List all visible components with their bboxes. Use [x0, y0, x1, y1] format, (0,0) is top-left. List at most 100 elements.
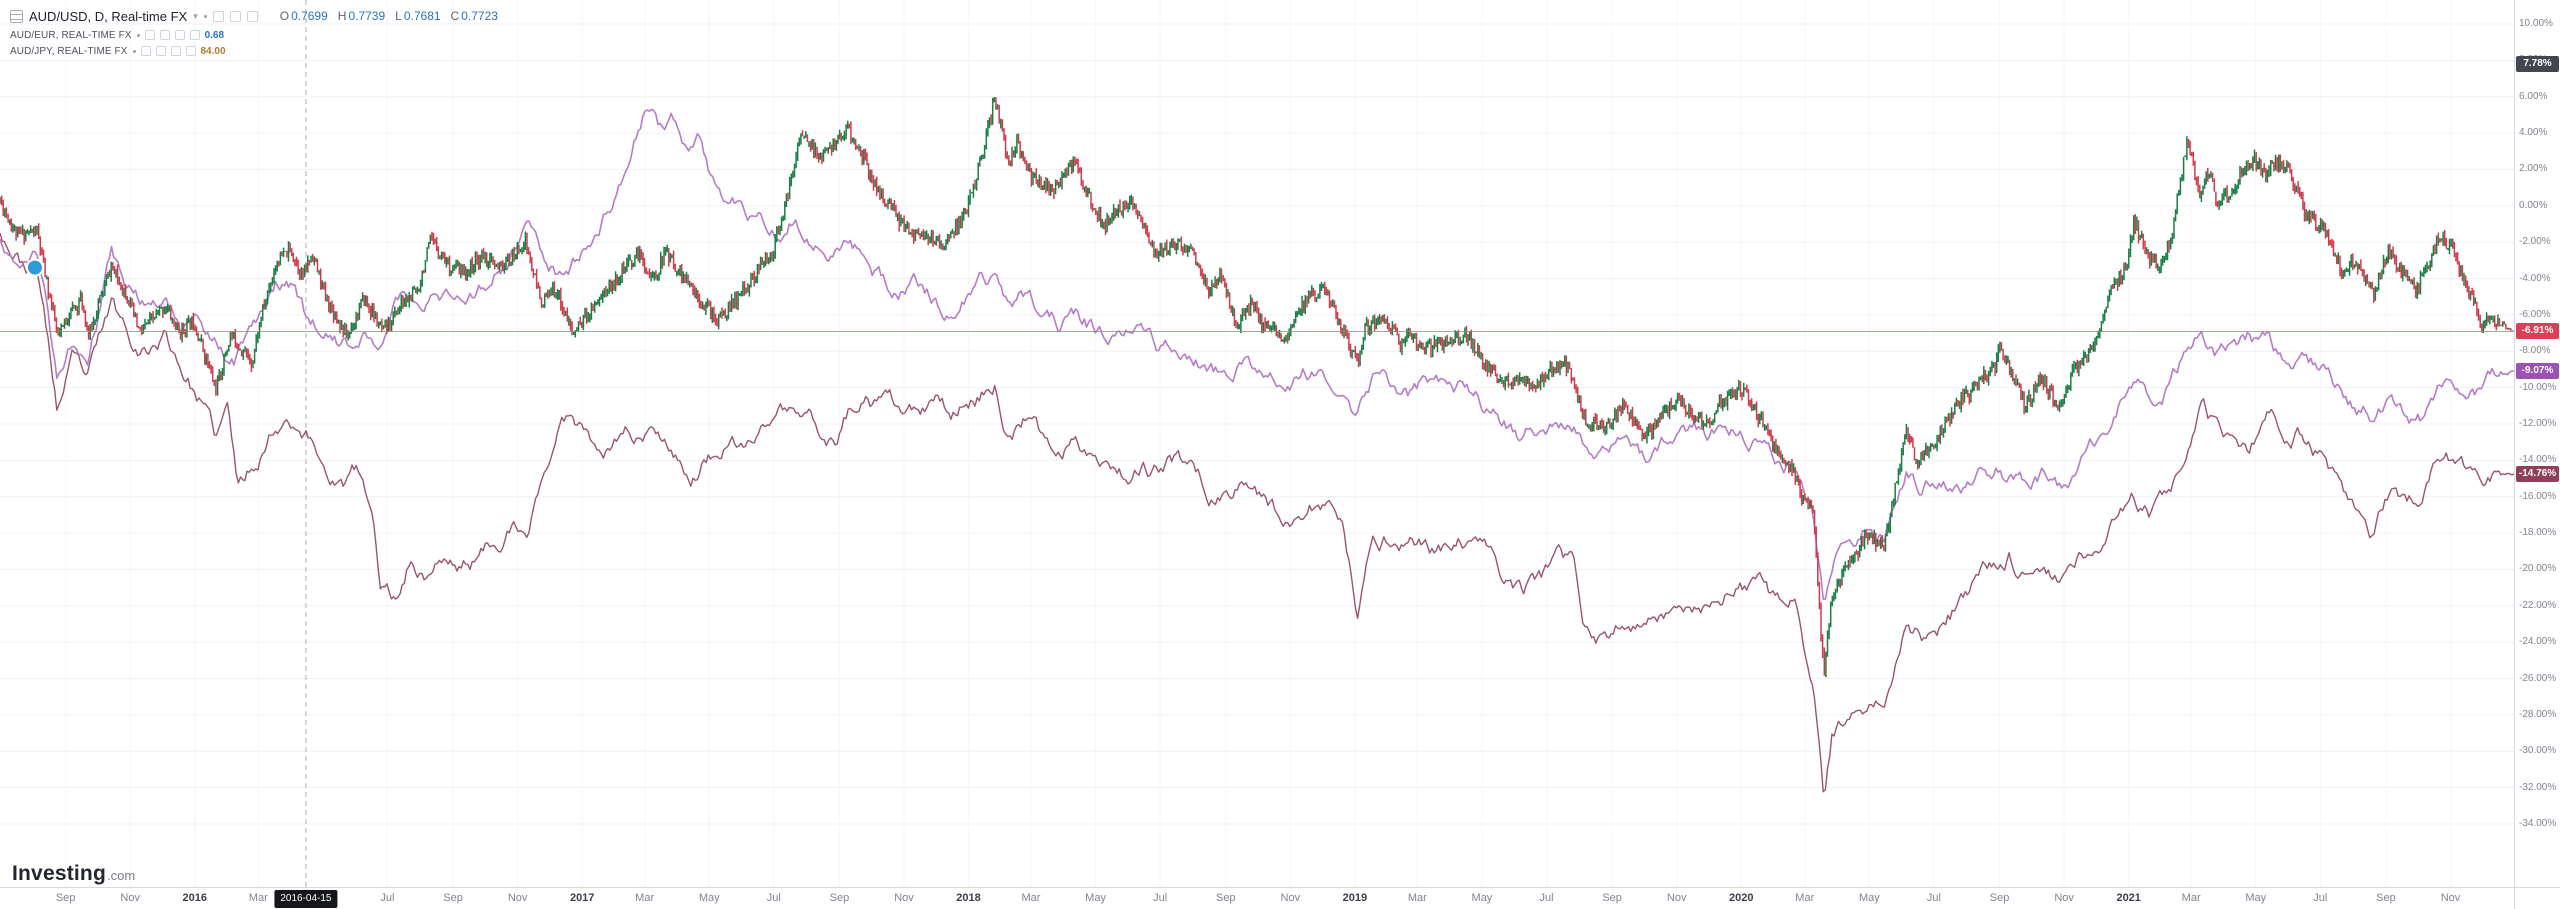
legend-overlay-row-audjpy: AUD/JPY, REAL-TIME FX 84.00 — [10, 43, 498, 59]
price-chart-canvas[interactable] — [0, 0, 2514, 887]
price-axis-tick: 2.00% — [2519, 163, 2548, 175]
time-axis-label: Sep — [1215, 892, 1236, 904]
audeur-compare-line[interactable] — [0, 108, 2514, 600]
time-axis-label: May — [1858, 892, 1880, 904]
price-axis-tick: -28.00% — [2519, 708, 2557, 720]
overlay-value-audeur: 0.68 — [204, 29, 225, 41]
price-axis-tick: -16.00% — [2519, 490, 2557, 502]
high-label: H — [337, 9, 347, 23]
time-axis-label: May — [2245, 892, 2267, 904]
price-axis-tick: -22.00% — [2519, 599, 2557, 611]
time-axis-label: Nov — [2054, 892, 2074, 904]
time-axis-label: Sep — [1989, 892, 2010, 904]
settings-icon[interactable] — [155, 46, 166, 56]
time-axis-label: Mar — [1795, 892, 1815, 904]
symbol-title[interactable]: AUD/USD, D, Real-time FX — [29, 8, 188, 24]
chart-marker-icon[interactable] — [25, 258, 44, 277]
time-axis-label: Mar — [1407, 892, 1427, 904]
open-label: O — [279, 9, 290, 23]
overlay-value-audjpy: 84.00 — [200, 45, 226, 57]
audusd-candles-down[interactable] — [0, 97, 2512, 676]
price-axis-tick: -6.00% — [2519, 308, 2551, 320]
time-axis-label: May — [1085, 892, 1106, 904]
price-axis-badge: -14.76% — [2516, 466, 2559, 483]
settings-icon[interactable] — [159, 30, 170, 40]
time-axis-label: Nov — [1280, 892, 1301, 904]
time-axis-year-label: 2021 — [2116, 892, 2141, 904]
time-axis-label: Nov — [507, 892, 528, 904]
legend-overlay-row-audeur: AUD/EUR, REAL-TIME FX 0.68 — [10, 27, 498, 43]
investing-logo[interactable]: Investing .com — [12, 862, 135, 886]
visibility-toggle-icon[interactable] — [144, 30, 155, 40]
close-value: 0.7723 — [461, 9, 498, 23]
more-icon[interactable] — [174, 30, 185, 40]
time-axis-label: Jul — [2313, 892, 2328, 904]
price-axis-badge: -9.07% — [2516, 362, 2559, 379]
price-axis-tick: -32.00% — [2519, 781, 2557, 793]
price-axis-tick: -30.00% — [2519, 745, 2557, 757]
price-axis-tick: 6.00% — [2519, 90, 2548, 102]
time-axis-label: Jul — [766, 892, 781, 904]
price-axis[interactable]: 10.00%8.00%6.00%4.00%2.00%0.00%-2.00%-4.… — [2514, 0, 2560, 887]
price-axis-badge: -6.91% — [2516, 323, 2559, 340]
visibility-toggle-icon[interactable] — [212, 10, 224, 22]
time-axis-label: Sep — [2376, 892, 2396, 904]
time-axis-label: May — [698, 892, 720, 904]
close-label: C — [450, 9, 460, 23]
time-axis-label: Nov — [894, 892, 914, 904]
price-axis-tick: -26.00% — [2519, 672, 2557, 684]
time-axis-label: Jul — [1539, 892, 1554, 904]
low-label: L — [395, 9, 402, 23]
close-icon[interactable] — [246, 10, 258, 22]
open-value: 0.7699 — [291, 9, 328, 23]
time-axis-label: Nov — [120, 892, 140, 904]
visibility-toggle-icon[interactable] — [140, 46, 151, 56]
time-axis-label: Sep — [829, 892, 850, 904]
close-icon[interactable] — [189, 30, 200, 40]
time-axis-label: Jul — [1153, 892, 1168, 904]
date-badge: 2016-04-15 — [274, 890, 338, 908]
time-axis-label: Mar — [1021, 892, 1041, 904]
price-axis-tick: -12.00% — [2519, 418, 2557, 429]
legend-panel: AUD/USD, D, Real-time FX ▾ O 0.7699 H 0.77… — [10, 5, 498, 59]
audusd-candles-up[interactable] — [0, 97, 2514, 678]
time-axis-label: Mar — [635, 892, 655, 904]
price-axis-tick: -2.00% — [2519, 236, 2551, 248]
price-axis-tick: 0.00% — [2519, 199, 2548, 211]
time-axis-label: Sep — [443, 892, 463, 904]
price-axis-tick: -10.00% — [2519, 381, 2557, 393]
low-value: 0.7681 — [403, 9, 441, 23]
price-axis-tick: 4.00% — [2519, 127, 2548, 139]
price-axis-tick: -24.00% — [2519, 636, 2557, 648]
price-axis-tick: -34.00% — [2519, 818, 2557, 829]
time-axis-year-label: 2017 — [569, 892, 595, 904]
time-axis-label: Sep — [1602, 892, 1622, 904]
time-axis[interactable]: Sep Nov 2016 Mar Jul Sep Nov 2017 Mar May Jul Sep No… — [0, 887, 2514, 909]
axis-corner — [2514, 887, 2560, 909]
time-axis-label: Mar — [248, 892, 268, 904]
price-axis-tick: -8.00% — [2519, 345, 2551, 357]
price-axis-tick: -20.00% — [2519, 563, 2557, 575]
audjpy-compare-line[interactable] — [0, 232, 2514, 793]
settings-icon[interactable] — [229, 10, 241, 22]
time-axis-year-label: 2019 — [1342, 892, 1368, 904]
overlay-title-audeur[interactable]: AUD/EUR, REAL-TIME FX — [10, 29, 132, 41]
time-axis-label: Nov — [2440, 892, 2461, 904]
legend-main-row: AUD/USD, D, Real-time FX ▾ O 0.7699 H 0.77… — [10, 5, 498, 27]
time-axis-label: Sep — [55, 892, 76, 904]
price-axis-badge: 7.78% — [2516, 56, 2559, 73]
more-icon[interactable] — [170, 46, 181, 56]
chart-style-icon[interactable] — [10, 9, 23, 23]
legend-dot — [203, 14, 207, 18]
legend-dot — [136, 33, 140, 37]
price-axis-tick: 10.00% — [2519, 18, 2553, 29]
chevron-down-icon[interactable]: ▾ — [193, 10, 198, 21]
time-axis-label: Nov — [1666, 892, 1687, 904]
price-axis-tick: -18.00% — [2519, 527, 2557, 539]
overlay-title-audjpy[interactable]: AUD/JPY, REAL-TIME FX — [10, 45, 128, 57]
ohlc-values: O 0.7699 H 0.7739 L 0.7681 C 0.7723 — [272, 9, 498, 23]
close-icon[interactable] — [185, 46, 196, 56]
legend-dot — [132, 49, 136, 53]
high-value: 0.7739 — [348, 9, 386, 23]
